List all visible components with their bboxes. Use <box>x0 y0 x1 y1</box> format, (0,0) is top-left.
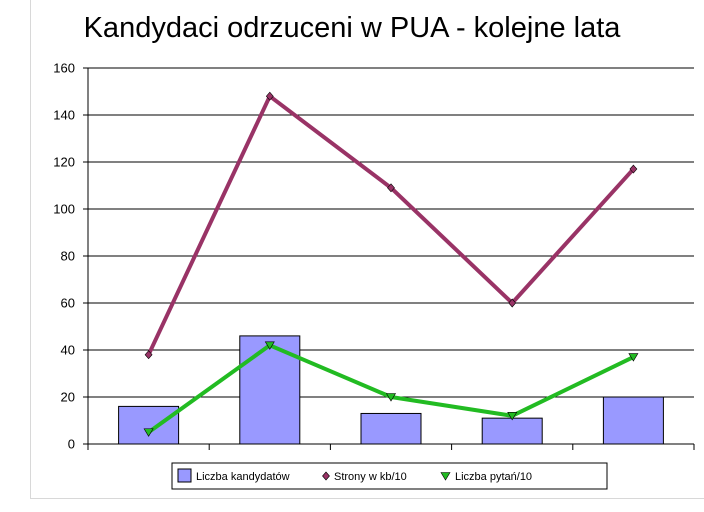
point-0-4 <box>629 164 638 174</box>
y-tick-label-0: 0 <box>68 437 75 452</box>
y-tick-label-4: 80 <box>61 249 75 264</box>
chart-title: Kandydaci odrzuceni w PUA - kolejne lata <box>83 12 621 44</box>
point-1-1 <box>264 341 275 350</box>
frame-edge-bottom <box>30 498 704 499</box>
point-0-2 <box>387 183 395 193</box>
bar-0-2 <box>360 412 422 445</box>
bar-0-3 <box>481 417 543 445</box>
legend-label-0: Liczba kandydatów <box>196 471 290 483</box>
point-0-3 <box>508 298 517 308</box>
bar-0-4 <box>602 396 664 445</box>
point-1-4 <box>628 353 639 362</box>
point-0-0 <box>144 350 153 360</box>
bar-0-0 <box>118 405 180 445</box>
legend-swatch-0 <box>177 468 192 483</box>
y-tick-label-5: 100 <box>53 202 75 217</box>
legend-label-2: Liczba pytań/10 <box>455 471 532 483</box>
point-1-3 <box>507 411 518 421</box>
y-tick-label-1: 20 <box>61 390 75 405</box>
point-0-1 <box>265 91 274 101</box>
point-1-2 <box>385 393 397 402</box>
legend-swatch-1 <box>322 471 330 481</box>
legend-label-1: Strony w kb/10 <box>334 471 407 483</box>
y-tick-label-2: 40 <box>61 343 75 358</box>
y-tick-label-3: 60 <box>61 296 75 311</box>
series-line-0 <box>146 94 635 356</box>
frame-edge-left <box>30 0 31 498</box>
legend-box <box>171 462 608 490</box>
legend-swatch-2 <box>440 472 451 481</box>
y-tick-label-7: 140 <box>53 108 75 123</box>
point-1-0 <box>143 428 154 437</box>
y-tick-label-8: 160 <box>53 61 75 76</box>
y-tick-label-6: 120 <box>53 155 75 170</box>
